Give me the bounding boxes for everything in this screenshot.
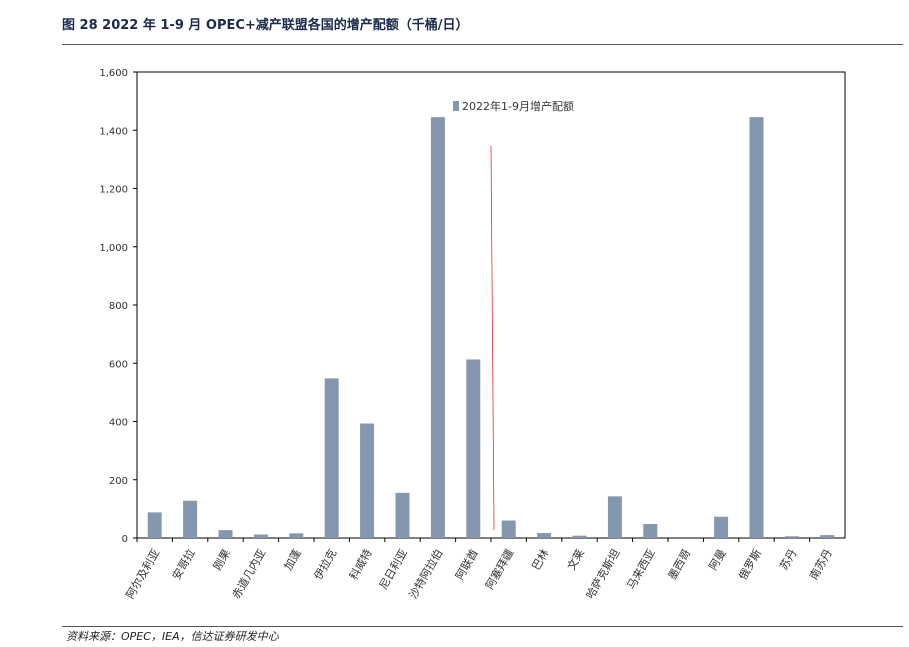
- y-tick-label: 1,200: [99, 185, 128, 196]
- x-category-label: 安哥拉: [169, 547, 198, 583]
- bar: [749, 117, 764, 539]
- plot-frame: [136, 71, 846, 539]
- x-category-label: 伊拉克: [311, 547, 340, 583]
- bar: [147, 512, 162, 538]
- bar: [360, 423, 375, 538]
- y-tick-label: 800: [109, 301, 128, 312]
- x-category-label: 墨西哥: [666, 547, 694, 582]
- legend: 2022年1-9月增产配额: [453, 99, 574, 113]
- figure-title: 图 28 2022 年 1-9 月 OPEC+减产联盟各国的增产配额（千桶/日）: [62, 18, 469, 33]
- y-tick-label: 600: [109, 359, 128, 370]
- bar: [714, 516, 729, 538]
- bar: [430, 117, 445, 539]
- x-category-label: 巴林: [529, 547, 552, 573]
- bar: [183, 500, 198, 538]
- bar: [643, 524, 658, 538]
- x-category-label: 刚果: [211, 547, 233, 573]
- y-tick-label: 0: [122, 534, 128, 545]
- bar: [572, 535, 587, 538]
- legend-label: 2022年1-9月增产配额: [462, 99, 574, 113]
- bar: [253, 534, 268, 538]
- bar: [501, 520, 516, 538]
- x-category-label: 阿尔及利亚: [124, 547, 163, 601]
- annotation-line: [490, 145, 495, 531]
- x-category-label: 苏丹: [777, 547, 799, 573]
- bars: [147, 117, 835, 539]
- bar: [289, 533, 304, 538]
- y-tick-label: 1,600: [99, 68, 128, 79]
- y-tick-label: 200: [109, 476, 128, 487]
- bar: [324, 378, 339, 538]
- x-category-label: 科威特: [346, 547, 375, 583]
- bar: [395, 492, 410, 538]
- top-divider: [62, 44, 903, 45]
- bottom-divider: [62, 626, 903, 627]
- x-category-label: 尼日利亚: [377, 547, 410, 592]
- x-category-label: 阿塞拜疆: [482, 547, 516, 592]
- source-note: 资料来源：OPEC，IEA，信达证券研发中心: [66, 630, 279, 643]
- x-category-label: 俄罗斯: [736, 547, 764, 582]
- bar: [607, 496, 622, 538]
- bar: [218, 530, 233, 538]
- x-category-label: 南苏丹: [807, 547, 835, 582]
- x-category-label: 文莱: [564, 547, 587, 573]
- x-category-label: 马来西亚: [625, 547, 658, 592]
- bar: [537, 533, 552, 538]
- x-category-label: 阿曼: [706, 547, 728, 573]
- x-category-label: 加蓬: [282, 547, 304, 573]
- bar: [784, 536, 799, 538]
- y-tick-label: 1,000: [99, 243, 128, 254]
- bar: [820, 535, 835, 538]
- legend-swatch: [453, 101, 459, 111]
- x-category-label: 阿联酋: [452, 547, 481, 583]
- x-axis: 阿尔及利亚 安哥拉 刚果赤道几内亚 加蓬 伊拉克 科威特 尼日利亚沙特阿拉伯 阿联酋 阿塞拜疆巴…: [124, 538, 835, 601]
- y-tick-label: 400: [109, 418, 128, 429]
- y-tick-label: 1,400: [99, 126, 128, 137]
- x-category-label: 赤道几内亚: [229, 547, 269, 602]
- x-category-label: 哈萨克斯坦: [583, 547, 623, 602]
- x-category-label: 沙特阿拉伯: [406, 547, 446, 602]
- bar: [466, 359, 481, 538]
